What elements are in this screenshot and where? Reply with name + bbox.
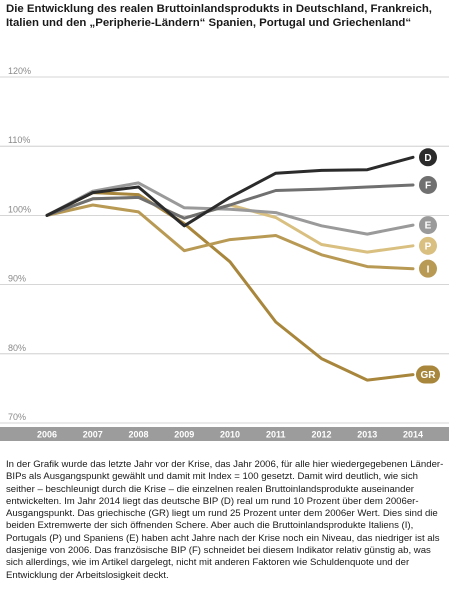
y-tick-label: 90%	[8, 274, 26, 284]
series-label: I	[427, 264, 430, 275]
series-line-gr	[45, 191, 415, 382]
y-tick-label: 110%	[8, 135, 30, 145]
series-label: P	[425, 241, 432, 252]
chart-title: Die Entwicklung des realen Bruttoinlands…	[6, 3, 432, 29]
line-chart: 70%80%90%100%110%120% 2006 2007 2008 2009 20…	[0, 66, 449, 441]
chart-area: 70% 80% 90% 100% 110% 120% 2006 2007 2008 2009 20…	[0, 44, 449, 454]
x-tick-label: 2007	[83, 430, 103, 440]
series-badge-p	[419, 236, 437, 255]
x-tick-label: 2013	[357, 430, 377, 440]
series-line-i	[45, 203, 415, 271]
series-badge-i	[419, 259, 437, 278]
x-tick-label: 2006	[37, 430, 57, 440]
caption-text: In der Grafik wurde das letzte Jahr vor …	[6, 459, 444, 581]
series-lines	[45, 155, 415, 382]
series-label: E	[425, 221, 432, 232]
y-tick-label: 80%	[8, 343, 26, 353]
x-tick-label: 2010	[220, 430, 240, 440]
series-line-f	[45, 183, 415, 220]
series-line-d	[45, 155, 415, 228]
y-axis: 70% 80% 90% 100% 110% 120%	[8, 66, 31, 422]
series-badge-d	[419, 148, 437, 167]
x-tick-label: 2011	[266, 430, 286, 440]
grid	[0, 76, 449, 424]
series-line-e	[45, 181, 415, 236]
series-label: GR	[421, 370, 437, 381]
x-tick-label: 2008	[128, 430, 148, 440]
series-label: D	[424, 153, 431, 164]
y-tick-label: 120%	[8, 66, 31, 76]
series-badge-gr	[416, 365, 440, 384]
x-axis-band	[0, 427, 449, 441]
y-tick-label: 100%	[8, 204, 31, 214]
y-tick-label: 70%	[8, 412, 26, 422]
x-tick-label: 2014	[403, 430, 423, 440]
x-axis: 2006 2007 2008 2009 2010 2011 2012 2013 2014	[0, 427, 449, 441]
series-badge-f	[419, 175, 437, 194]
chart-caption: In der Grafik wurde das letzte Jahr vor …	[6, 459, 444, 582]
series-label: F	[425, 181, 431, 192]
series-badges: D F EP I GR	[416, 148, 440, 384]
x-tick-label: 2009	[174, 430, 194, 440]
series-badge-e	[419, 216, 437, 235]
x-tick-label: 2012	[311, 430, 331, 440]
